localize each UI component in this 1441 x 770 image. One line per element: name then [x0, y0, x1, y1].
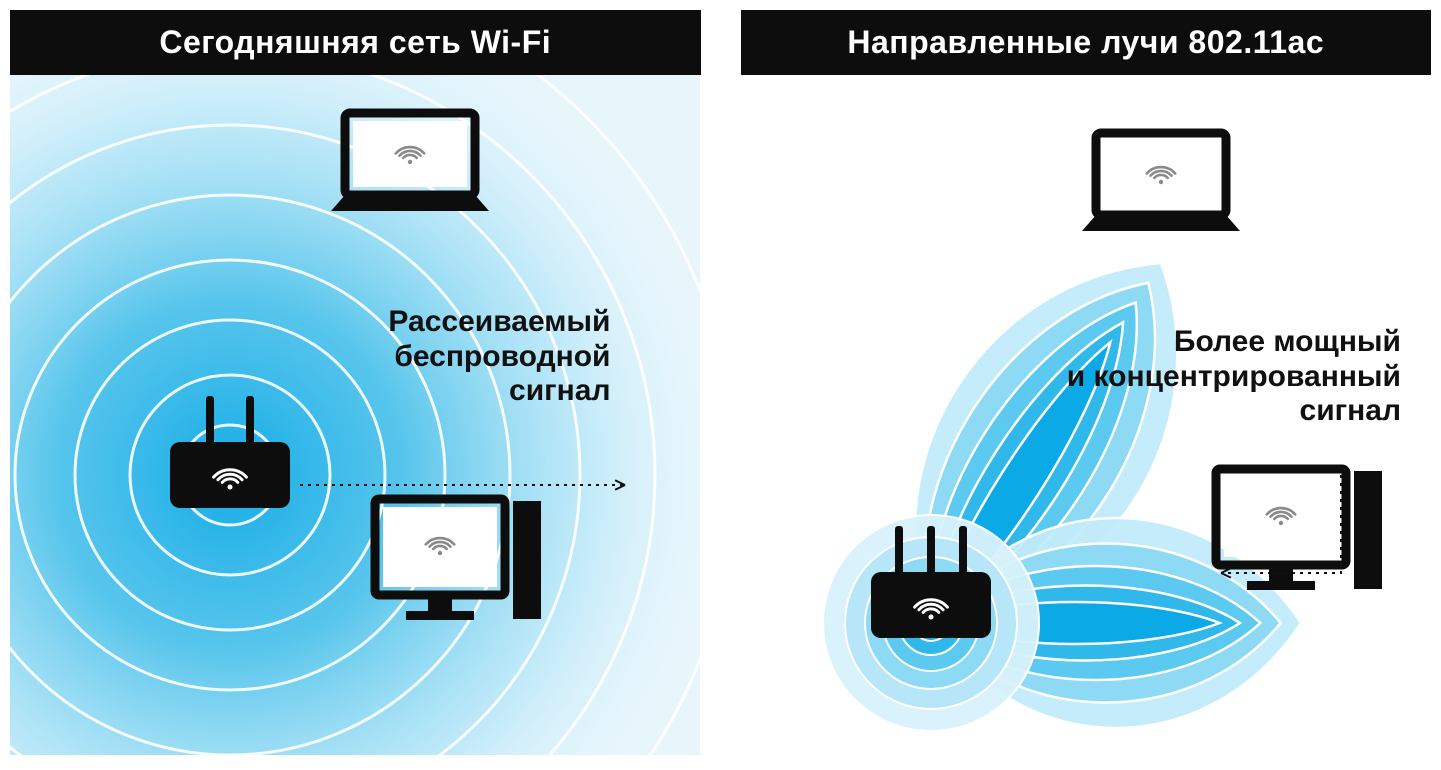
left-panel: Сегодняшняя сеть Wi-Fi Рассеиваемый бесп… [10, 10, 701, 760]
right-panel: Направленные лучи 802.11ac Более мощный … [741, 10, 1432, 760]
left-diagram-svg [10, 75, 700, 755]
left-panel-body: Рассеиваемый беспроводной сигнал [10, 75, 701, 760]
right-panel-body: Более мощный и концентрированный сигнал [741, 75, 1432, 760]
laptop-icon [1082, 133, 1240, 231]
laptop-icon [331, 113, 489, 211]
left-panel-title: Сегодняшняя сеть Wi-Fi [10, 10, 701, 75]
left-description: Рассеиваемый беспроводной сигнал [388, 305, 610, 409]
right-panel-title: Направленные лучи 802.11ac [741, 10, 1432, 75]
right-description: Более мощный и концентрированный сигнал [1067, 325, 1401, 429]
